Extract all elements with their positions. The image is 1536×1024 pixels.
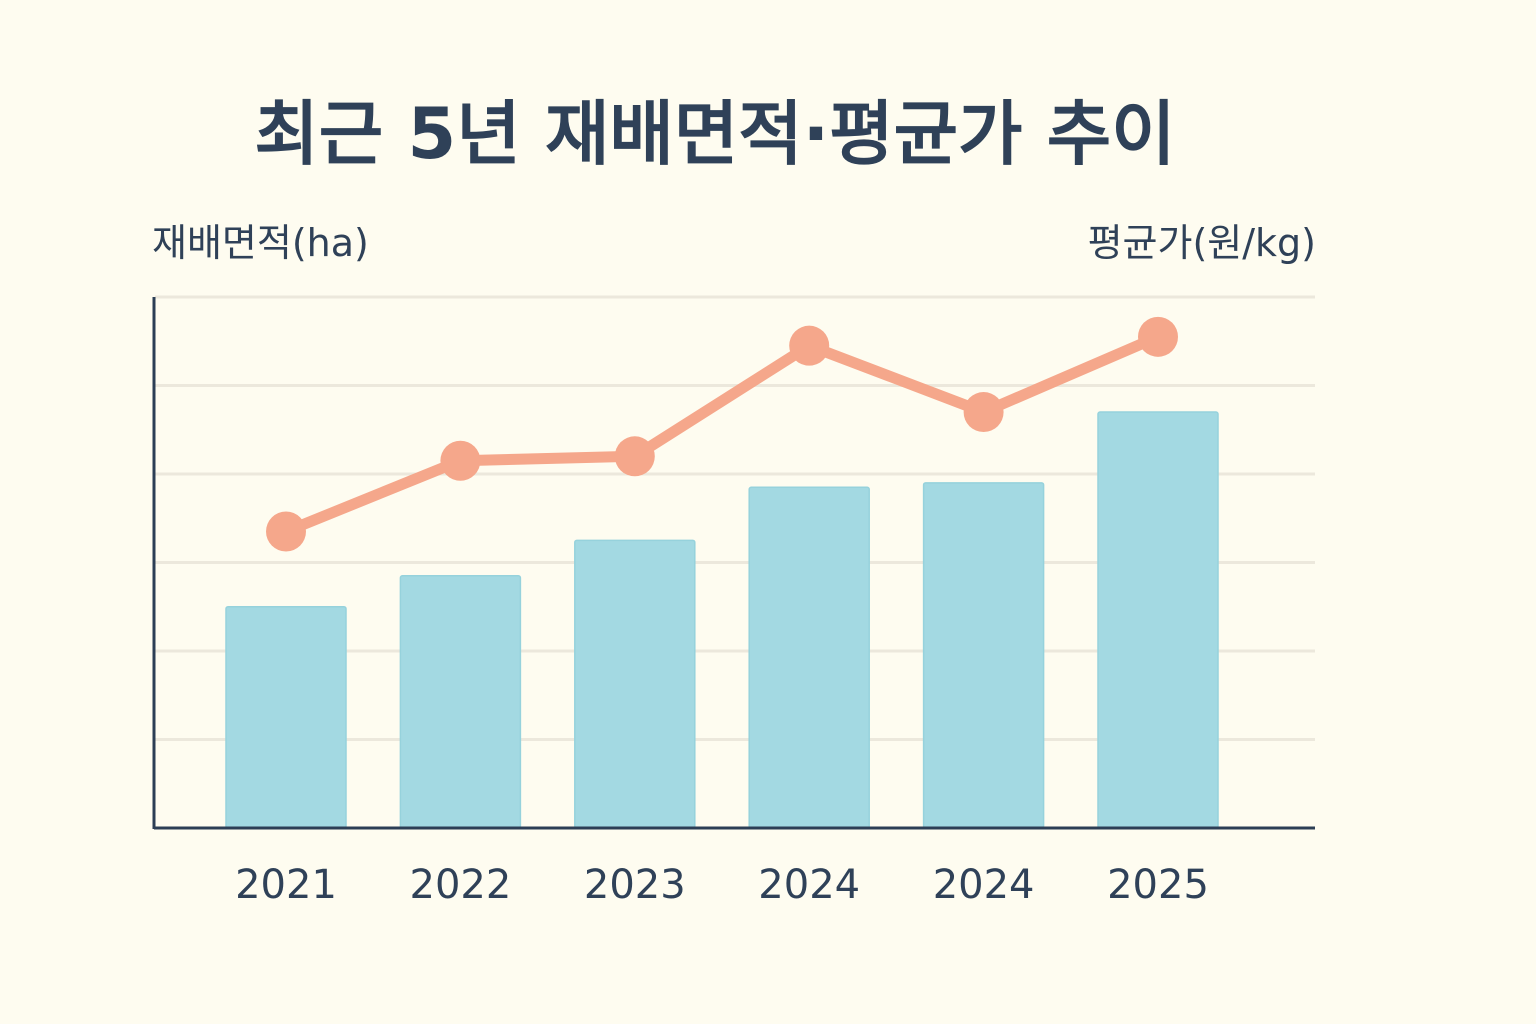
price-point-2023 (614, 436, 655, 477)
chart-title: 최근 5년 재배면적·평균가 추이 (254, 93, 1176, 175)
price-point-2024 (963, 392, 1004, 433)
bar-2021 (225, 606, 347, 829)
price-point-2022 (440, 440, 481, 481)
price-point-2025 (1138, 316, 1178, 357)
x-tick-label: 2023 (584, 862, 686, 908)
bar-2024 (922, 482, 1045, 829)
y-axis-label-right: 평균가(원/kg) (1087, 221, 1316, 265)
x-tick-label: 2024 (933, 862, 1035, 908)
x-tick-label: 2025 (1107, 862, 1209, 908)
x-tick-label: 2024 (758, 862, 860, 908)
bar-2023 (574, 539, 696, 829)
price-point-2021 (266, 511, 306, 552)
bar-2022 (399, 575, 522, 829)
bar-2024 (748, 486, 870, 829)
y-axis-label-left: 재배면적(ha) (152, 221, 369, 265)
bar-2025 (1097, 411, 1219, 829)
x-tick-label: 2021 (235, 862, 337, 908)
price-point-2024 (789, 325, 830, 366)
price-line (283, 331, 1161, 537)
x-tick-label: 2022 (410, 862, 512, 908)
